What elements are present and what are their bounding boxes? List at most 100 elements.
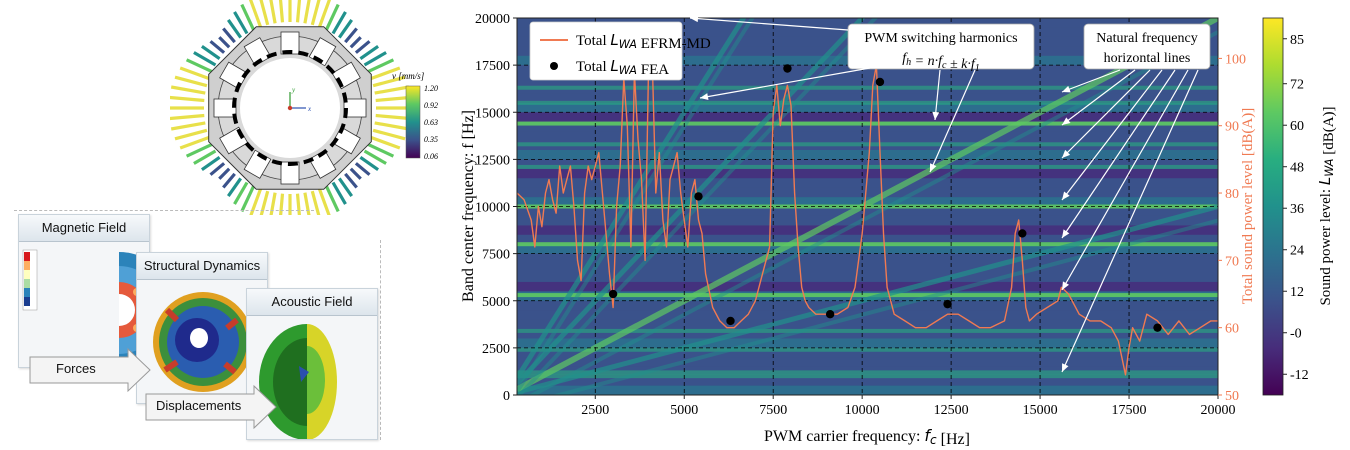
motor-vibration-arrow bbox=[233, 181, 249, 205]
motor-vibration-arrow bbox=[248, 0, 263, 28]
structural-dynamics-image bbox=[153, 292, 253, 392]
structural-dynamics-title: Structural Dynamics bbox=[137, 253, 267, 280]
arrow-line bbox=[1061, 69, 1136, 126]
x-tick-label: 5000 bbox=[670, 403, 698, 418]
efrm-md-series bbox=[517, 57, 1218, 376]
y-tick-label: 15000 bbox=[475, 106, 510, 121]
arrow-head bbox=[1062, 363, 1069, 372]
y-axis-label: Band center frequency: f [Hz] bbox=[460, 110, 477, 302]
heat-band bbox=[517, 253, 1218, 264]
heat-band bbox=[517, 319, 1218, 330]
natural-frequency-line bbox=[517, 85, 1218, 90]
heat-band bbox=[517, 281, 1218, 292]
motor-vibration-arrow bbox=[218, 167, 231, 180]
motor-slot bbox=[213, 98, 237, 118]
motor-axis-y: y bbox=[291, 86, 296, 94]
arrow-line bbox=[1061, 69, 1121, 93]
motor-vibration-arrow bbox=[269, 0, 277, 24]
y-axis-ticks: 0 2500 5000 7500 10000 12500 15000 17500 20000 bbox=[475, 12, 517, 404]
motor-vibration-arrow bbox=[372, 75, 406, 88]
motor-tick-1: 0.92 bbox=[424, 101, 438, 110]
motor-vibration-arrow bbox=[363, 51, 387, 67]
fea-point bbox=[943, 299, 952, 309]
motor-vibration-arrow bbox=[170, 121, 206, 131]
y-tick-label: 7500 bbox=[482, 248, 510, 263]
right-tick-label: 80 bbox=[1225, 187, 1239, 202]
heat-band bbox=[517, 347, 1218, 358]
motor-vibration-arrow bbox=[259, 0, 270, 26]
grid-lines bbox=[517, 18, 1218, 395]
right-tick-label: 50 bbox=[1225, 389, 1239, 404]
motor-vibration-arrow bbox=[170, 85, 206, 95]
arrow-head bbox=[1062, 281, 1070, 290]
motor-vibration-plot: y x v [mm/s] 1.20 0.92 0.63 0.35 0.06 bbox=[170, 0, 438, 215]
x-tick-label: 7500 bbox=[759, 403, 787, 418]
motor-vibration-arrow bbox=[179, 66, 210, 81]
motor-vibration-arrow bbox=[185, 142, 213, 158]
motor-vibration-arrow bbox=[193, 51, 217, 67]
pwm-harmonic-band bbox=[517, 204, 1218, 395]
motor-vibration-arrow bbox=[359, 44, 380, 61]
colorbar-tick-label: 60 bbox=[1290, 119, 1304, 134]
arrow-head bbox=[690, 15, 699, 23]
arrow-line bbox=[1061, 69, 1199, 373]
legend-label-efrm: Total LWA EFRM-MD bbox=[576, 31, 711, 52]
motor-vibration-arrow bbox=[354, 40, 371, 54]
arrow-line bbox=[699, 67, 871, 99]
x-tick-label: 2500 bbox=[581, 403, 609, 418]
motor-tick-0: 1.20 bbox=[424, 84, 438, 93]
motor-vibration-arrow bbox=[372, 128, 406, 141]
motor-vibration-arrow bbox=[222, 27, 236, 44]
y-tick-label: 20000 bbox=[475, 12, 510, 27]
heat-band bbox=[517, 357, 1218, 367]
heat-band bbox=[517, 112, 1218, 122]
arrow-head bbox=[1062, 229, 1070, 238]
natural-frequency-line bbox=[517, 242, 1218, 247]
heat-band bbox=[517, 65, 1218, 75]
legend-dot-marker bbox=[550, 62, 558, 70]
motor-vibration-arrow bbox=[359, 155, 380, 172]
colorbar bbox=[1262, 17, 1284, 396]
workflow-divider-top bbox=[14, 210, 314, 211]
pwm-harmonic-band bbox=[517, 18, 866, 386]
heat-band bbox=[517, 376, 1218, 386]
colorbar-tick-label: -0 bbox=[1290, 327, 1302, 342]
legend-label-fea: Total LWA FEA bbox=[576, 57, 669, 78]
x-tick-label: 10000 bbox=[845, 403, 880, 418]
arrow-line bbox=[1061, 69, 1189, 291]
y-tick-label: 12500 bbox=[475, 153, 510, 168]
arrow-head bbox=[700, 93, 709, 101]
x-tick-label: 15000 bbox=[1023, 403, 1058, 418]
motor-vibration-arrow bbox=[367, 142, 395, 158]
forces-arrow bbox=[29, 347, 151, 393]
motor-vibration-arrow bbox=[170, 95, 205, 103]
motor-vibration-arrow bbox=[295, 0, 302, 23]
arrow-line bbox=[689, 17, 849, 31]
motor-vibration-arrow bbox=[278, 0, 285, 23]
arrow-line bbox=[1061, 69, 1163, 201]
natural-frequency-line bbox=[517, 293, 1218, 298]
motor-vibration-arrow bbox=[367, 58, 395, 74]
pwm-harmonics-text: PWM switching harmonics bbox=[864, 31, 1017, 46]
motor-vibration-arrow bbox=[279, 193, 285, 215]
pwm-harmonics-annotation: PWM switching harmonics fh = n·fc ± k·f1 bbox=[847, 23, 1035, 74]
motor-vibration-arrow bbox=[344, 172, 358, 189]
heat-band bbox=[517, 131, 1218, 141]
motor-vibration-arrow bbox=[259, 190, 270, 215]
arrow-head bbox=[1062, 191, 1070, 200]
motor-vibration-arrow bbox=[218, 36, 231, 49]
natural-frequency-line bbox=[517, 142, 1218, 147]
colorbar-tick-label: 85 bbox=[1290, 33, 1304, 48]
motor-tick-3: 0.35 bbox=[424, 135, 438, 144]
natural-frequency-text-2: horizontal lines bbox=[1104, 51, 1191, 66]
motor-vibration-arrow bbox=[193, 149, 217, 165]
arrow-head bbox=[1062, 117, 1071, 125]
heat-band bbox=[517, 385, 1218, 395]
motor-vibration-arrow bbox=[337, 177, 354, 198]
motor-tick-4: 0.06 bbox=[424, 152, 438, 161]
natural-frequency-line bbox=[517, 374, 1218, 379]
magnetic-field-title: Magnetic Field bbox=[19, 215, 149, 242]
motor-vibration-arrow bbox=[240, 185, 256, 213]
workflow-arrows bbox=[29, 347, 277, 430]
